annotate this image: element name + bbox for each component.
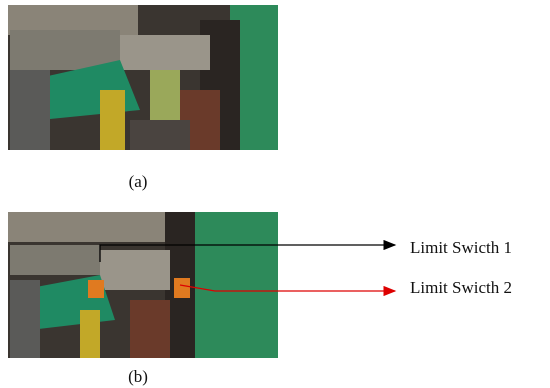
photo-a xyxy=(8,5,278,150)
annotation: Limit Swicth 1 xyxy=(410,238,512,257)
panel-label: (a) xyxy=(129,172,148,191)
panel-label: (b) xyxy=(128,367,148,386)
photo-b xyxy=(8,212,278,358)
figure: (a) (b) Limit Swicth 1 Limit Swicth 2 xyxy=(0,0,550,388)
annotation: Limit Swicth 2 xyxy=(410,278,512,297)
